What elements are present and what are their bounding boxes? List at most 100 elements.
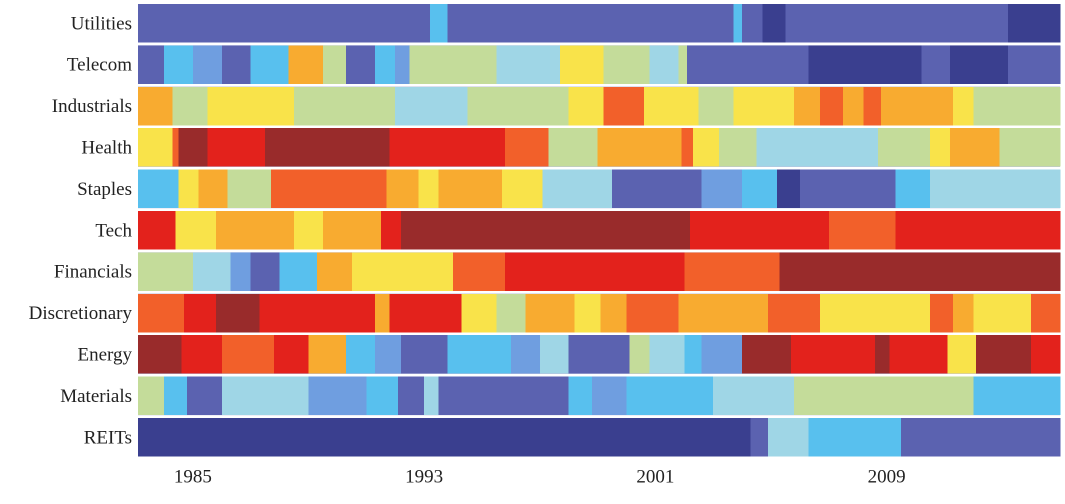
heatmap-cell [857, 211, 896, 250]
heatmap-cell [776, 169, 801, 209]
row-label: Energy [77, 344, 132, 365]
row-label: Industrials [52, 96, 132, 117]
heatmap-row: REITs [84, 418, 1061, 457]
heatmap-cell [597, 128, 642, 167]
heatmap-cell [857, 418, 902, 457]
heatmap-cell [317, 252, 353, 291]
heatmap-cell [742, 169, 778, 209]
heatmap-cell [953, 293, 974, 333]
heatmap-cell [138, 4, 399, 43]
heatmap-cell [568, 86, 604, 126]
heatmap-cell [559, 45, 604, 84]
heatmap-cell [172, 128, 179, 167]
heatmap-cell [542, 169, 590, 209]
heatmap-cell [799, 169, 896, 209]
heatmap-cell [380, 211, 402, 250]
heatmap-cell [244, 86, 295, 126]
heatmap-row: Materials [60, 376, 1061, 416]
heatmap-cell [999, 128, 1061, 167]
heatmap-cell [366, 376, 399, 416]
heatmap-cell [294, 211, 324, 250]
row-label: Discretionary [29, 303, 133, 324]
heatmap-cell [973, 86, 1061, 126]
heatmap-cell [279, 252, 318, 291]
heatmap-cell [250, 376, 309, 416]
x-tick-label: 1985 [174, 466, 212, 487]
heatmap-cell [138, 211, 176, 250]
heatmap-cell [138, 293, 185, 333]
heatmap-cell [692, 128, 720, 167]
heatmap-cell [947, 335, 977, 374]
heatmap-cell [681, 128, 694, 167]
heatmap-row: Health [81, 128, 1061, 167]
heatmap-cell [690, 211, 766, 250]
heatmap-cell [591, 376, 627, 416]
heatmap-cell [178, 128, 208, 167]
heatmap-cell [698, 86, 734, 126]
row-label: Telecom [67, 55, 132, 76]
heatmap-cell [820, 293, 931, 333]
heatmap-cell [505, 252, 584, 291]
heatmap-cell [574, 293, 601, 333]
heatmap-cell [762, 4, 786, 43]
heatmap-cell [467, 86, 570, 126]
heatmap-cell [799, 211, 830, 250]
heatmap-cell [221, 335, 275, 374]
x-tick-label: 1993 [405, 466, 443, 487]
heatmap-cell [1007, 4, 1061, 43]
heatmap-cell [389, 128, 439, 167]
heatmap-cell [794, 376, 974, 416]
heatmap-cell [950, 45, 1009, 84]
heatmap-cell [438, 169, 503, 209]
heatmap-cell [250, 252, 281, 291]
heatmap-cell [401, 335, 448, 374]
heatmap-cell [346, 335, 376, 374]
heatmap-cell [322, 211, 382, 250]
heatmap-cell [308, 335, 347, 374]
heatmap-cell [244, 211, 295, 250]
heatmap-cell [588, 169, 613, 209]
heatmap-cell [418, 169, 439, 209]
heatmap-cell [447, 4, 734, 43]
heatmap-cell [603, 86, 645, 126]
heatmap-cell [438, 45, 497, 84]
heatmap-cell [626, 376, 650, 416]
heatmap-cell [929, 169, 1061, 209]
heatmap-cell [138, 418, 752, 457]
heatmap-cell [649, 335, 685, 374]
heatmap-cell [207, 86, 246, 126]
heatmap-cell [138, 86, 174, 126]
heatmap-cell [447, 335, 512, 374]
heatmap-cell [750, 418, 769, 457]
heatmap-cell [583, 252, 685, 291]
heatmap-cell [779, 252, 1061, 291]
heatmap-row: Telecom [67, 45, 1061, 84]
heatmap-cell [863, 86, 882, 126]
heatmap-cell [496, 293, 526, 333]
row-label: Utilities [71, 13, 132, 34]
heatmap-cell [640, 128, 682, 167]
x-tick-label: 2009 [868, 466, 906, 487]
heatmap-row: Discretionary [29, 293, 1061, 333]
heatmap-cell [395, 45, 411, 84]
heatmap-cell [808, 45, 922, 84]
heatmap-cell [973, 293, 1032, 333]
heatmap-cell [438, 128, 506, 167]
heatmap-cell [756, 128, 879, 167]
heatmap-cell [877, 128, 931, 167]
heatmap-cell [820, 86, 844, 126]
heatmap-cell [603, 45, 650, 84]
heatmap-row: Utilities [71, 4, 1061, 43]
heatmap-cell [308, 376, 367, 416]
heatmap-cell [288, 45, 324, 84]
heatmap-cell [138, 169, 179, 209]
heatmap-cell [502, 169, 544, 209]
heatmap-cell [929, 293, 954, 333]
heatmap-cell [768, 293, 821, 333]
heatmap-cell [505, 128, 549, 167]
heatmap-row: Financials [54, 252, 1061, 291]
heatmap-cell [198, 169, 228, 209]
heatmap-cell [701, 169, 743, 209]
row-label: Staples [77, 179, 132, 200]
heatmap-cell [192, 45, 223, 84]
